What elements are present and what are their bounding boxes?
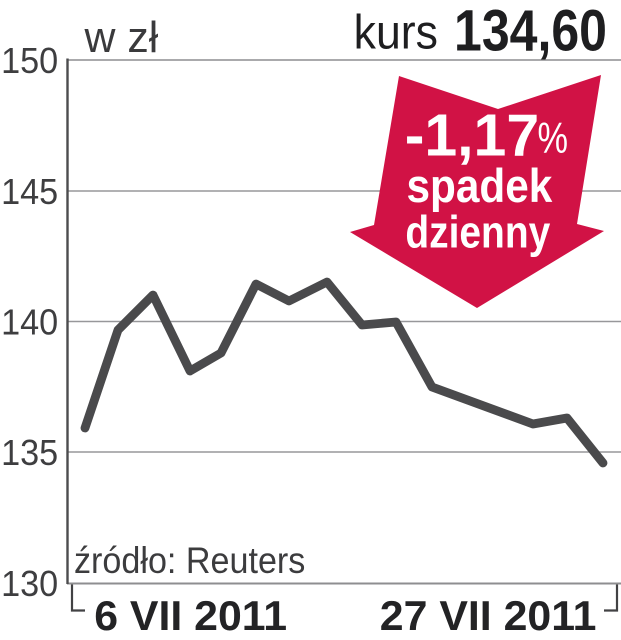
svg-text:27 VII 2011: 27 VII 2011: [380, 592, 597, 639]
svg-text:6 VII 2011: 6 VII 2011: [94, 592, 287, 639]
svg-text:130: 130: [1, 564, 58, 604]
svg-text:%: %: [538, 113, 569, 162]
svg-text:-1,17: -1,17: [405, 103, 539, 169]
svg-text:w zł: w zł: [84, 14, 159, 62]
svg-text:140: 140: [1, 303, 58, 343]
svg-text:kurs: kurs: [354, 5, 438, 59]
svg-text:dzienny: dzienny: [405, 207, 550, 257]
svg-text:135: 135: [1, 433, 58, 473]
svg-text:źródło: Reuters: źródło: Reuters: [74, 540, 305, 582]
svg-text:145: 145: [1, 172, 58, 212]
svg-text:150: 150: [1, 41, 58, 81]
svg-text:134,60: 134,60: [454, 0, 607, 63]
svg-text:spadek: spadek: [407, 161, 553, 213]
